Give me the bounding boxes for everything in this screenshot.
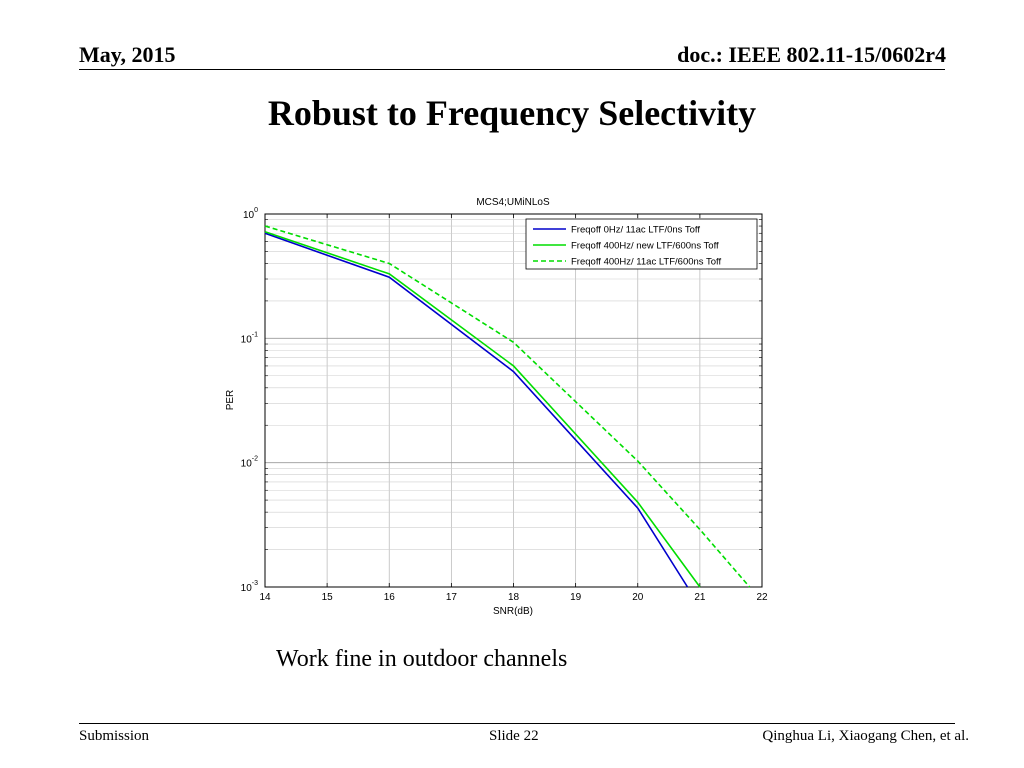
legend-box: [525, 218, 758, 270]
y-tick-label: 10-2: [241, 456, 258, 470]
header-doc-id: doc.: IEEE 802.11-15/0602r4: [677, 42, 946, 67]
series-line-3: [264, 225, 751, 588]
x-axis-label: SNR(dB): [493, 606, 533, 617]
x-tick-label: 17: [446, 592, 458, 603]
series-lines: [264, 225, 751, 588]
footer-rule: [79, 723, 955, 724]
x-tick-label: 18: [508, 592, 520, 603]
header-rule: [79, 69, 945, 70]
plot-frame: [264, 213, 763, 588]
legend: Freqoff 0Hz/ 11ac LTF/0ns Toff Freqoff 40…: [525, 218, 758, 270]
chart-title: MCS4;UMiNLoS: [476, 197, 550, 208]
x-tick-label: 14: [259, 592, 271, 603]
x-tick-label: 15: [322, 592, 334, 603]
footer-authors: Qinghua Li, Xiaogang Chen, et al.: [762, 728, 969, 744]
slide-title: Robust to Frequency Selectivity: [267, 93, 757, 133]
plot-border: [264, 213, 763, 588]
x-tick-label: 16: [384, 592, 396, 603]
y-tick-label: 10-1: [241, 331, 258, 345]
tick-labels: 14 15 16 17 18 19 20 21 22 100 10-1 10-2 10-3: [241, 207, 768, 603]
header-date: May, 2015: [79, 42, 176, 67]
slide-caption: Work fine in outdoor channels: [276, 646, 568, 672]
x-tick-label: 19: [570, 592, 582, 603]
legend-label-2: Freqoff 400Hz/ new LTF/600ns Toff: [571, 241, 719, 252]
y-axis-label: PER: [225, 390, 236, 411]
series-line-1: [264, 232, 689, 588]
series-line-2: [264, 230, 701, 588]
y-tick-label: 100: [243, 207, 258, 221]
footer-submission: Submission: [79, 728, 150, 744]
legend-label-3: Freqoff 400Hz/ 11ac LTF/600ns Toff: [571, 257, 722, 268]
x-tick-label: 20: [632, 592, 644, 603]
x-tick-label: 22: [756, 592, 768, 603]
footer-slide-number: Slide 22: [489, 728, 539, 744]
legend-label-1: Freqoff 0Hz/ 11ac LTF/0ns Toff: [571, 225, 700, 236]
x-tick-label: 21: [694, 592, 706, 603]
y-tick-label: 10-3: [241, 580, 258, 594]
